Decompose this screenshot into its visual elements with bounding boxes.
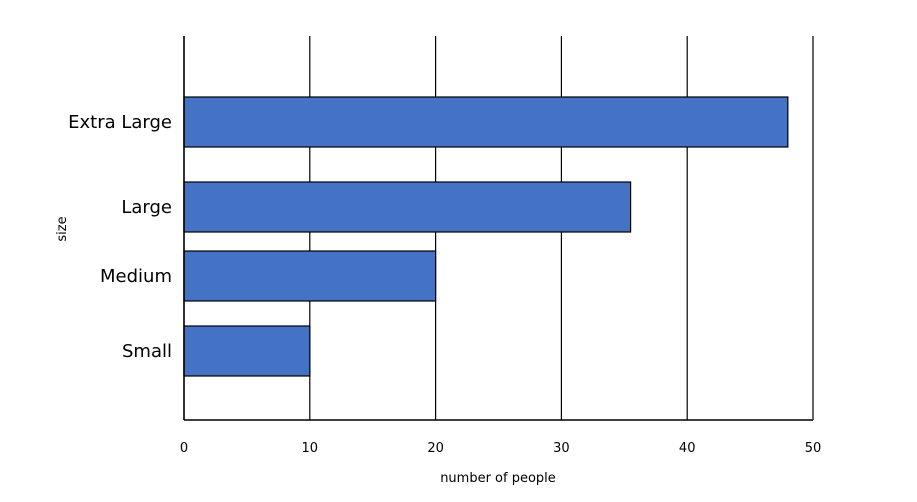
x-tick-label: 40 bbox=[679, 441, 696, 456]
bar-extra-large bbox=[183, 96, 789, 148]
x-tick-label: 0 bbox=[180, 441, 188, 456]
category-label: Large bbox=[121, 197, 172, 218]
x-tick-label: 20 bbox=[427, 441, 444, 456]
x-tick-labels: 0 10 20 30 40 50 bbox=[180, 441, 821, 456]
x-axis-title: number of people bbox=[440, 471, 556, 486]
category-label: Extra Large bbox=[68, 112, 172, 133]
bars bbox=[183, 96, 789, 377]
category-labels: Extra Large Large Medium Small bbox=[68, 112, 172, 362]
bar-large bbox=[183, 181, 632, 233]
bar-small bbox=[183, 325, 311, 377]
x-tick-label: 50 bbox=[805, 441, 822, 456]
y-axis-title: size bbox=[55, 216, 70, 241]
bar-medium bbox=[183, 250, 437, 302]
x-tick-label: 30 bbox=[553, 441, 570, 456]
x-tick-label: 10 bbox=[302, 441, 319, 456]
category-label: Medium bbox=[100, 266, 172, 287]
plot-frame bbox=[183, 36, 813, 421]
category-label: Small bbox=[122, 341, 172, 362]
